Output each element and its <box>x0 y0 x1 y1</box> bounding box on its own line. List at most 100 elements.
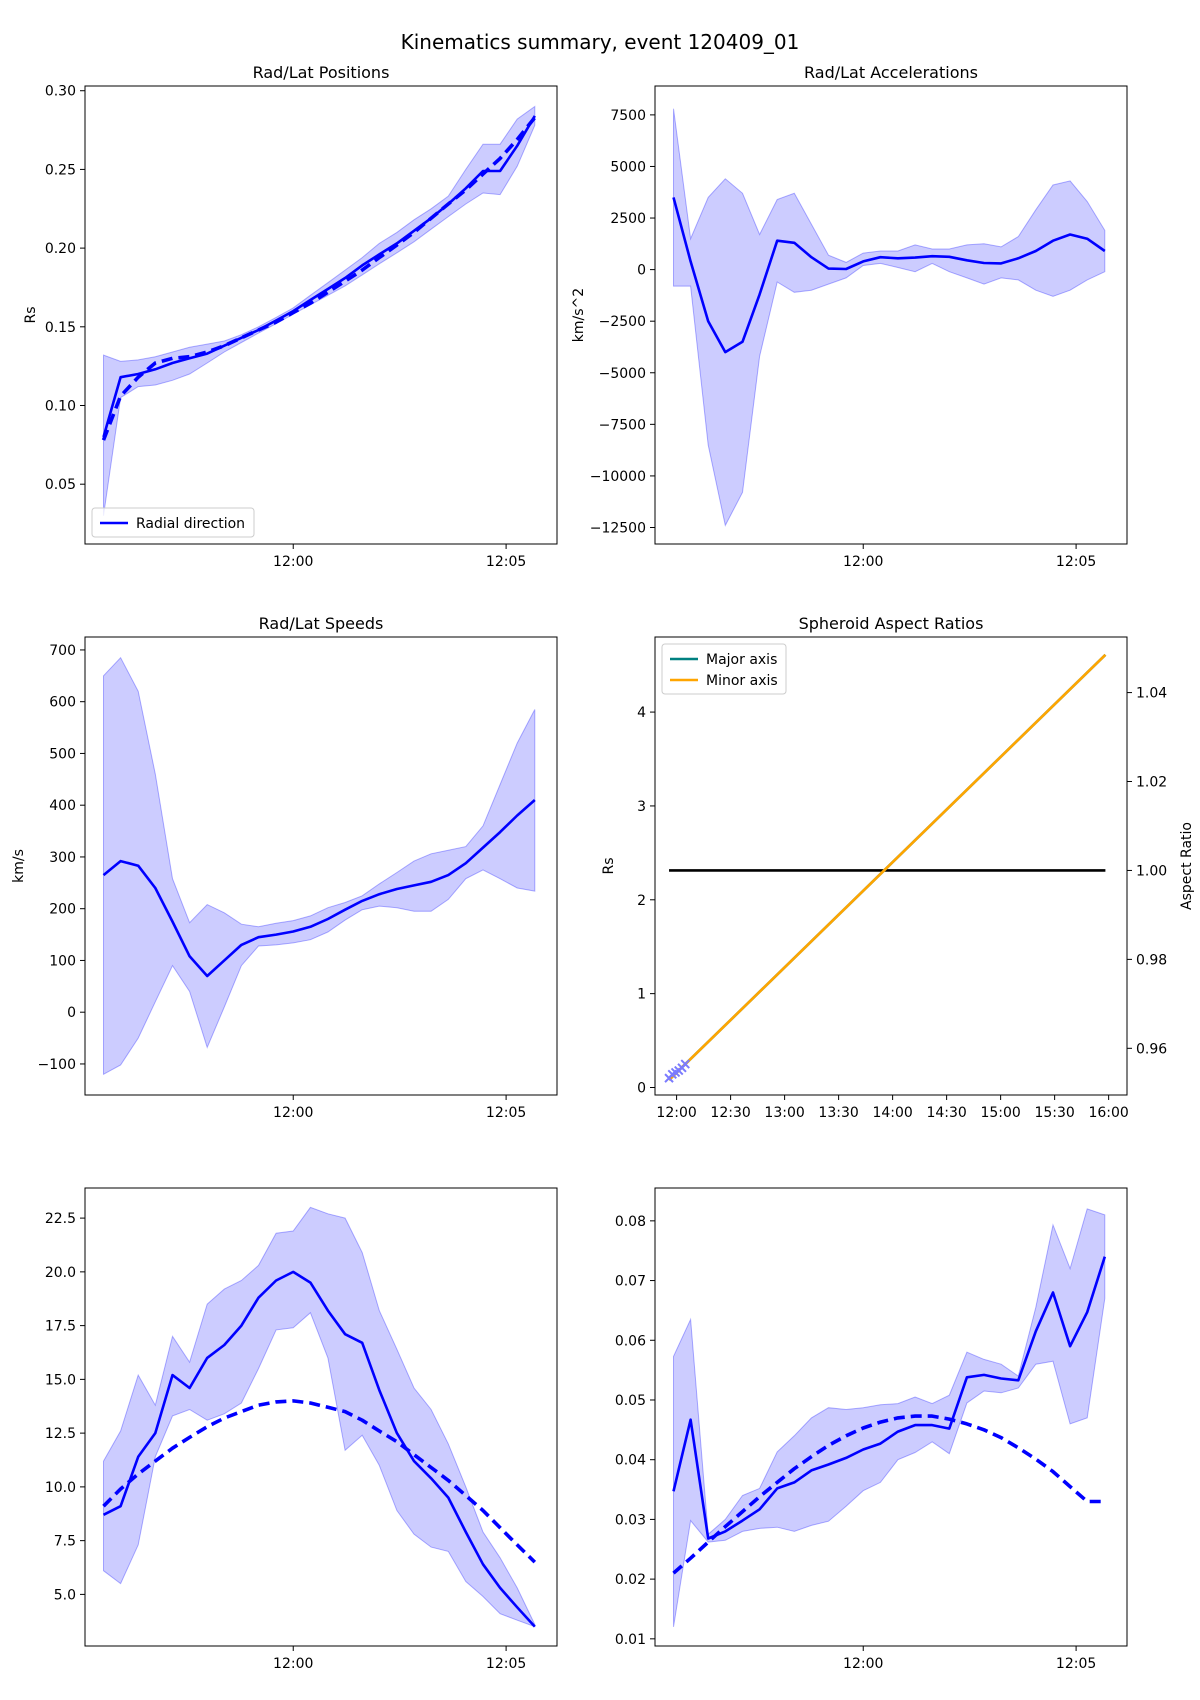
y-axis-label: km/s <box>11 849 27 883</box>
axes-frame <box>84 1187 558 1647</box>
x-tick-label: 14:00 <box>872 1105 912 1121</box>
legend: Major axis Minor axis <box>661 643 787 695</box>
axes-frame <box>654 1187 1128 1647</box>
plot-area-positions <box>101 105 537 516</box>
y-tick-label: 0.10 <box>45 398 76 414</box>
axes-frame <box>654 636 1128 1096</box>
x-tick-label: 12:05 <box>1056 554 1096 570</box>
x-tick-label: 12:00 <box>843 1656 883 1672</box>
y-tick-label: 7500 <box>610 108 646 124</box>
uncertainty-band <box>103 656 536 1076</box>
y-tick-label: −5000 <box>599 366 646 382</box>
y-tick-label: 400 <box>49 798 76 814</box>
x-tick-label: 12:05 <box>486 1105 526 1121</box>
y-tick-label: 300 <box>49 850 76 866</box>
y2-tick-label: 1.04 <box>1136 686 1167 702</box>
y-tick-label: 2 <box>637 893 646 909</box>
y-tick-label: 0.08 <box>615 1214 646 1230</box>
x-tick-label: 15:00 <box>980 1105 1020 1121</box>
y-tick-label: 0.05 <box>615 1393 646 1409</box>
y-tick-label: 12.5 <box>45 1426 76 1442</box>
fit-line-dashed <box>102 1399 537 1564</box>
uncertainty-band <box>673 108 1106 527</box>
y2-tick-label: 1.02 <box>1136 775 1167 791</box>
y-tick-label: 5.0 <box>54 1587 76 1603</box>
x-tick-label: 12:05 <box>486 1656 526 1672</box>
y-tick-label: 0.25 <box>45 162 76 178</box>
y-tick-label: 20.0 <box>45 1265 76 1281</box>
y-axis-label: Rs <box>23 306 39 323</box>
y-axis-label: Rs <box>601 857 617 874</box>
y-tick-label: −2500 <box>599 314 646 330</box>
plot-area-bottom-left <box>102 1206 537 1628</box>
x-tick-label: 12:30 <box>710 1105 750 1121</box>
figure-suptitle: Kinematics summary, event 120409_01 <box>401 30 800 54</box>
x-tick-label: 12:05 <box>486 554 526 570</box>
x-tick-label: 12:00 <box>273 1105 313 1121</box>
legend-box <box>91 507 255 538</box>
panel-positions: 0.05 0.10 0.15 0.20 0.25 0.30 12:00 12:05 Rad/La… <box>23 63 558 570</box>
measured-line <box>102 799 536 978</box>
y-tick-label: 7.5 <box>54 1534 76 1550</box>
minor-axis-line <box>668 653 1107 1081</box>
panel-title: Spheroid Aspect Ratios <box>799 614 984 633</box>
axes-frame <box>84 636 558 1096</box>
axes-frame <box>84 85 558 545</box>
plot-area-accelerations <box>672 108 1106 527</box>
panel-title: Rad/Lat Accelerations <box>804 63 978 82</box>
y-tick-label: 0.04 <box>615 1453 646 1469</box>
plot-area-speeds <box>102 656 536 1076</box>
y-tick-label: 15.0 <box>45 1372 76 1388</box>
y-tick-label: 0.30 <box>45 84 76 100</box>
y-tick-label: 0.07 <box>615 1274 646 1290</box>
y-tick-label: 5000 <box>610 159 646 175</box>
y2-tick-label: 0.96 <box>1136 1041 1167 1057</box>
y-tick-label: 10.0 <box>45 1480 76 1496</box>
x-tick-label: 13:00 <box>764 1105 804 1121</box>
y-tick-label: 17.5 <box>45 1319 76 1335</box>
y-tick-label: 0.02 <box>615 1572 646 1588</box>
uncertainty-band <box>673 1208 1106 1627</box>
y-tick-label: −7500 <box>599 417 646 433</box>
y-tick-label: 3 <box>637 799 646 815</box>
fit-line-dashed <box>101 116 537 441</box>
panel-title: Rad/Lat Speeds <box>259 614 384 633</box>
y2-tick-label: 0.98 <box>1136 952 1167 968</box>
measured-line <box>102 1270 536 1628</box>
y-axis-label: km/s^2 <box>571 288 587 342</box>
y-tick-label: 1 <box>637 987 646 1003</box>
y-tick-label: 500 <box>49 746 76 762</box>
y-tick-label: 0.15 <box>45 320 76 336</box>
y2-tick-label: 1.00 <box>1136 863 1167 879</box>
y-tick-label: 200 <box>49 902 76 918</box>
x-tick-label: 14:30 <box>926 1105 966 1121</box>
legend-label: Major axis <box>706 652 777 668</box>
x-tick-label: 12:00 <box>843 554 883 570</box>
axes-frame <box>654 85 1128 545</box>
y-tick-label: 0.03 <box>615 1512 646 1528</box>
panel-title: Rad/Lat Positions <box>253 63 390 82</box>
y-tick-label: 0.06 <box>615 1333 646 1349</box>
y-tick-label: 4 <box>637 705 646 721</box>
x-tick-label: 12:05 <box>1056 1656 1096 1672</box>
y-tick-label: 0.01 <box>615 1632 646 1648</box>
legend: Radial direction <box>91 507 255 538</box>
data-marker <box>680 1059 690 1069</box>
y-tick-label: −10000 <box>590 469 646 485</box>
panel-accelerations: −12500 −10000 −7500 −5000 −2500 0 2500 5000 7500… <box>571 63 1128 570</box>
measured-line <box>672 1256 1107 1540</box>
measured-line <box>672 197 1106 354</box>
x-tick-label: 13:30 <box>818 1105 858 1121</box>
panel-speeds: −100 0 100 200 300 400 500 600 700 12:00 12:05 Rad/… <box>11 614 558 1121</box>
y-tick-label: 100 <box>49 953 76 969</box>
panel-bottom-left: 5.0 7.5 10.0 12.5 15.0 17.5 20.0 22.5 12:00 12:05 <box>45 1187 558 1672</box>
plot-area-aspect <box>664 653 1107 1083</box>
legend-label: Radial direction <box>136 516 245 532</box>
panel-bottom-right: 0.01 0.02 0.03 0.04 0.05 0.06 0.07 0.08 12:00 12:… <box>615 1187 1128 1672</box>
panel-aspect: 0.96 0.98 1.00 1.02 1.04 Aspect Ratio 0 1 2 3 4 12:… <box>601 614 1195 1121</box>
y-tick-label: 0.20 <box>45 241 76 257</box>
x-tick-label: 12:00 <box>273 1656 313 1672</box>
y-tick-label: 0.05 <box>45 477 76 493</box>
y-tick-label: 2500 <box>610 211 646 227</box>
